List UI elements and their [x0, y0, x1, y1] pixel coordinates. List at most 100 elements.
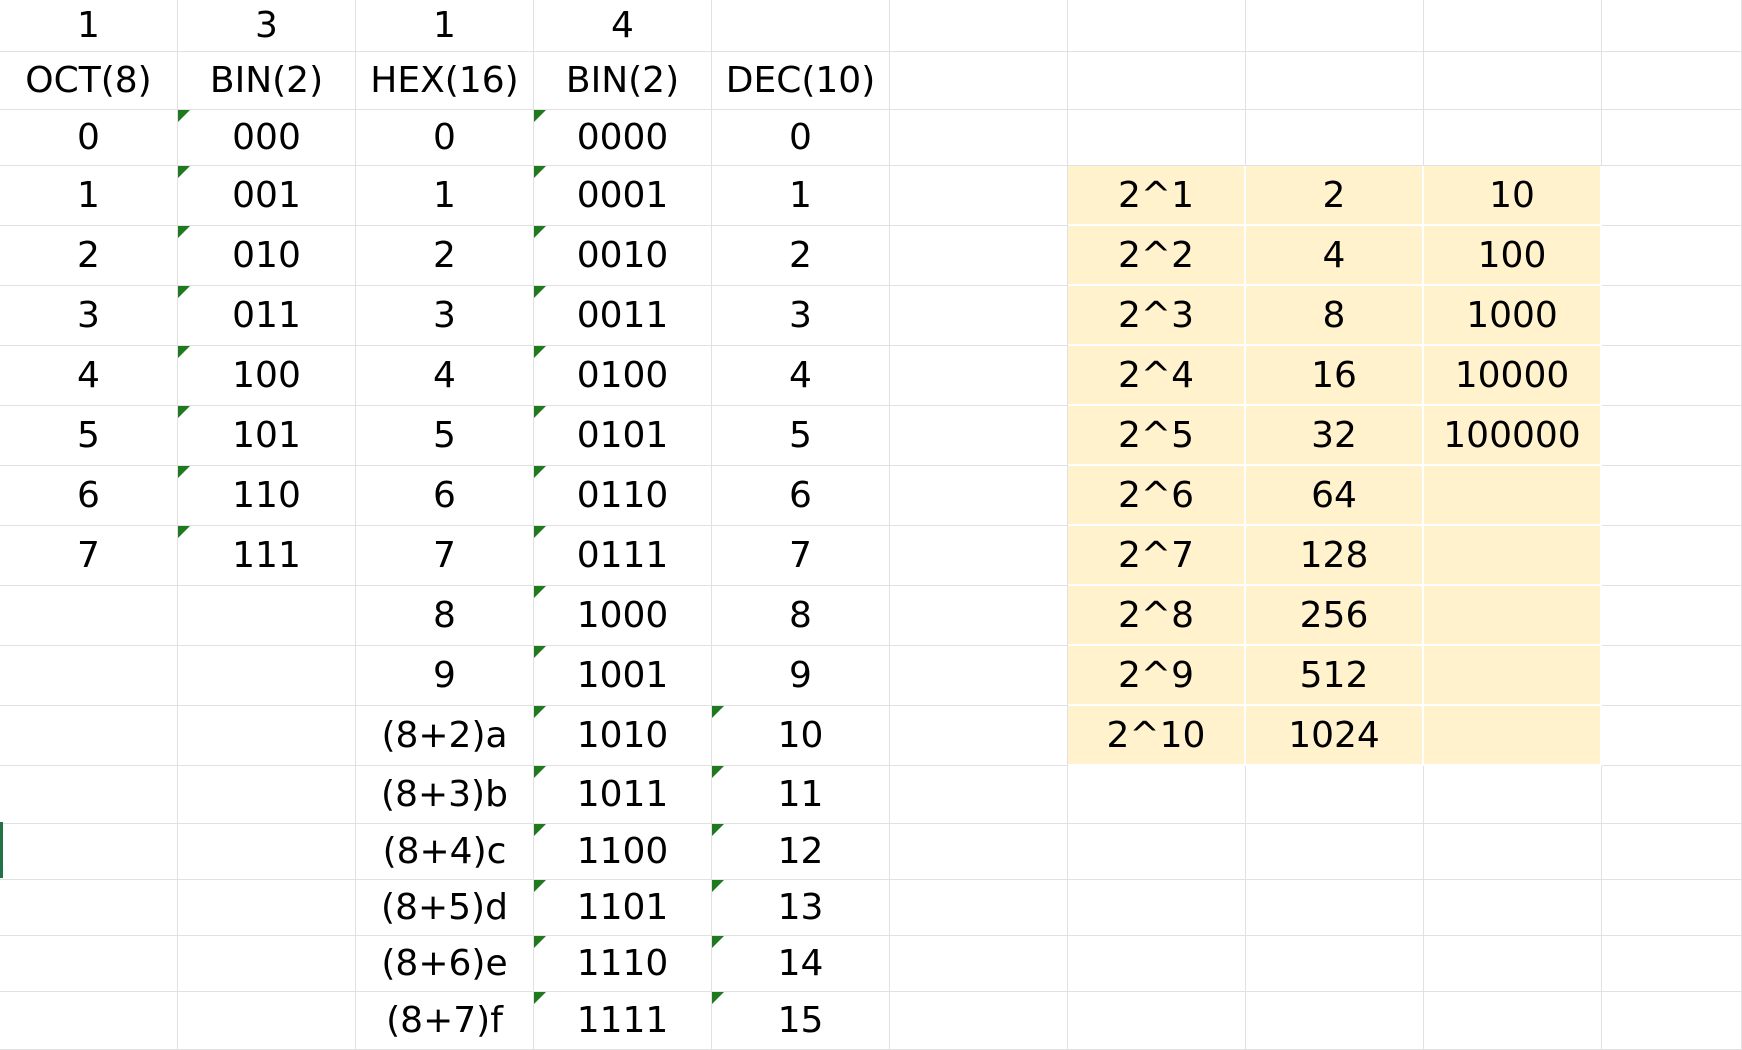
- cell-r16-c2[interactable]: [178, 880, 356, 936]
- cell-r4-c8[interactable]: 2: [1246, 166, 1424, 226]
- cell-r9-c9[interactable]: [1424, 466, 1602, 526]
- cell-r17-c2[interactable]: [178, 936, 356, 992]
- cell-r5-c3[interactable]: 2: [356, 226, 534, 286]
- cell-r11-c6[interactable]: [890, 586, 1068, 646]
- cell-r18-c8[interactable]: [1246, 992, 1424, 1050]
- cell-r2-c3[interactable]: HEX(16): [356, 52, 534, 110]
- cell-r17-c3[interactable]: (8+6)e: [356, 936, 534, 992]
- cell-r12-c9[interactable]: [1424, 646, 1602, 706]
- cell-r13-c3[interactable]: (8+2)a: [356, 706, 534, 766]
- cell-r3-c1[interactable]: 0: [0, 110, 178, 166]
- cell-r6-c10[interactable]: [1602, 286, 1742, 346]
- cell-r15-c3[interactable]: (8+4)c: [356, 824, 534, 880]
- cell-r4-c5[interactable]: 1: [712, 166, 890, 226]
- cell-r2-c6[interactable]: [890, 52, 1068, 110]
- cell-r7-c7[interactable]: 2^4: [1068, 346, 1246, 406]
- cell-r7-c4[interactable]: 0100: [534, 346, 712, 406]
- cell-r8-c10[interactable]: [1602, 406, 1742, 466]
- cell-r6-c1[interactable]: 3: [0, 286, 178, 346]
- cell-r5-c9[interactable]: 100: [1424, 226, 1602, 286]
- cell-r18-c4[interactable]: 1111: [534, 992, 712, 1050]
- cell-r8-c6[interactable]: [890, 406, 1068, 466]
- cell-r6-c8[interactable]: 8: [1246, 286, 1424, 346]
- cell-r7-c5[interactable]: 4: [712, 346, 890, 406]
- cell-r18-c9[interactable]: [1424, 992, 1602, 1050]
- cell-r4-c4[interactable]: 0001: [534, 166, 712, 226]
- cell-r13-c10[interactable]: [1602, 706, 1742, 766]
- cell-r10-c5[interactable]: 7: [712, 526, 890, 586]
- cell-r17-c9[interactable]: [1424, 936, 1602, 992]
- cell-r6-c5[interactable]: 3: [712, 286, 890, 346]
- cell-r5-c8[interactable]: 4: [1246, 226, 1424, 286]
- cell-r13-c1[interactable]: [0, 706, 178, 766]
- cell-r9-c6[interactable]: [890, 466, 1068, 526]
- cell-r18-c2[interactable]: [178, 992, 356, 1050]
- cell-r11-c8[interactable]: 256: [1246, 586, 1424, 646]
- cell-r17-c7[interactable]: [1068, 936, 1246, 992]
- cell-r7-c8[interactable]: 16: [1246, 346, 1424, 406]
- cell-r2-c7[interactable]: [1068, 52, 1246, 110]
- cell-r14-c4[interactable]: 1011: [534, 766, 712, 824]
- cell-r10-c6[interactable]: [890, 526, 1068, 586]
- cell-r8-c2[interactable]: 101: [178, 406, 356, 466]
- cell-r1-c10[interactable]: [1602, 0, 1742, 52]
- cell-r6-c2[interactable]: 011: [178, 286, 356, 346]
- cell-r14-c10[interactable]: [1602, 766, 1742, 824]
- cell-r14-c5[interactable]: 11: [712, 766, 890, 824]
- cell-r11-c9[interactable]: [1424, 586, 1602, 646]
- cell-r15-c8[interactable]: [1246, 824, 1424, 880]
- cell-r11-c1[interactable]: [0, 586, 178, 646]
- cell-r3-c10[interactable]: [1602, 110, 1742, 166]
- cell-r7-c10[interactable]: [1602, 346, 1742, 406]
- cell-r10-c7[interactable]: 2^7: [1068, 526, 1246, 586]
- cell-r3-c4[interactable]: 0000: [534, 110, 712, 166]
- cell-r18-c1[interactable]: [0, 992, 178, 1050]
- cell-r3-c6[interactable]: [890, 110, 1068, 166]
- cell-r4-c10[interactable]: [1602, 166, 1742, 226]
- cell-r5-c10[interactable]: [1602, 226, 1742, 286]
- cell-r4-c1[interactable]: 1: [0, 166, 178, 226]
- cell-r17-c5[interactable]: 14: [712, 936, 890, 992]
- cell-r17-c4[interactable]: 1110: [534, 936, 712, 992]
- cell-r11-c4[interactable]: 1000: [534, 586, 712, 646]
- cell-r15-c10[interactable]: [1602, 824, 1742, 880]
- cell-r7-c2[interactable]: 100: [178, 346, 356, 406]
- cell-r12-c1[interactable]: [0, 646, 178, 706]
- cell-r4-c2[interactable]: 001: [178, 166, 356, 226]
- cell-r8-c8[interactable]: 32: [1246, 406, 1424, 466]
- cell-r13-c6[interactable]: [890, 706, 1068, 766]
- cell-r1-c9[interactable]: [1424, 0, 1602, 52]
- cell-r10-c2[interactable]: 111: [178, 526, 356, 586]
- cell-r5-c1[interactable]: 2: [0, 226, 178, 286]
- cell-r8-c4[interactable]: 0101: [534, 406, 712, 466]
- cell-r18-c6[interactable]: [890, 992, 1068, 1050]
- cell-r7-c1[interactable]: 4: [0, 346, 178, 406]
- cell-r16-c6[interactable]: [890, 880, 1068, 936]
- cell-r10-c3[interactable]: 7: [356, 526, 534, 586]
- cell-r4-c9[interactable]: 10: [1424, 166, 1602, 226]
- cell-r2-c8[interactable]: [1246, 52, 1424, 110]
- cell-r8-c3[interactable]: 5: [356, 406, 534, 466]
- cell-r16-c4[interactable]: 1101: [534, 880, 712, 936]
- cell-r13-c5[interactable]: 10: [712, 706, 890, 766]
- cell-r12-c3[interactable]: 9: [356, 646, 534, 706]
- cell-r9-c8[interactable]: 64: [1246, 466, 1424, 526]
- cell-r10-c4[interactable]: 0111: [534, 526, 712, 586]
- cell-r1-c1[interactable]: 1: [0, 0, 178, 52]
- cell-r16-c9[interactable]: [1424, 880, 1602, 936]
- cell-r15-c1[interactable]: [0, 824, 178, 880]
- cell-r13-c9[interactable]: [1424, 706, 1602, 766]
- cell-r9-c1[interactable]: 6: [0, 466, 178, 526]
- cell-r16-c8[interactable]: [1246, 880, 1424, 936]
- cell-r6-c7[interactable]: 2^3: [1068, 286, 1246, 346]
- cell-r17-c8[interactable]: [1246, 936, 1424, 992]
- cell-r2-c10[interactable]: [1602, 52, 1742, 110]
- cell-r11-c3[interactable]: 8: [356, 586, 534, 646]
- cell-r15-c9[interactable]: [1424, 824, 1602, 880]
- cell-r11-c10[interactable]: [1602, 586, 1742, 646]
- cell-r17-c10[interactable]: [1602, 936, 1742, 992]
- cell-r12-c2[interactable]: [178, 646, 356, 706]
- cell-r1-c8[interactable]: [1246, 0, 1424, 52]
- cell-r14-c6[interactable]: [890, 766, 1068, 824]
